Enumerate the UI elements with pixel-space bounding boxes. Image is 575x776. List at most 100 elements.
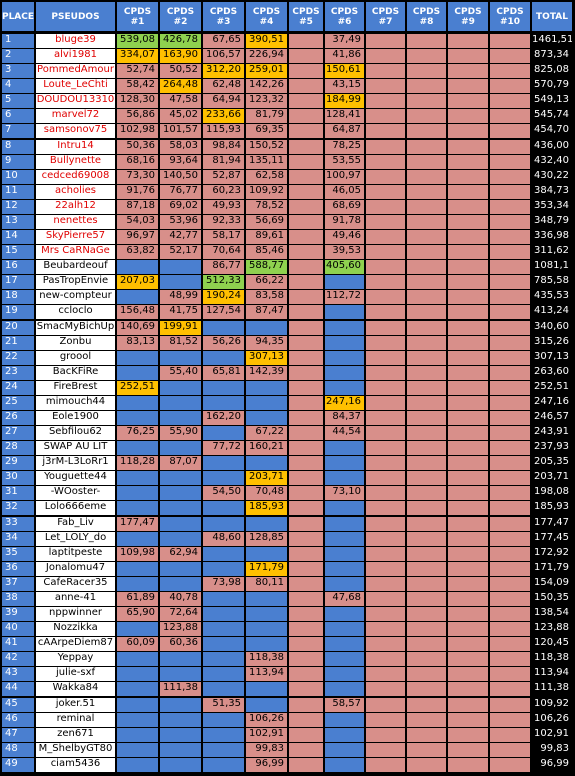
total-cell: 123,88 [534, 622, 569, 633]
score-cell: 52,17 [160, 245, 201, 259]
score-cell [289, 109, 323, 123]
score-cell [289, 215, 323, 229]
total-cell: 413,24 [534, 305, 569, 316]
place-cell: 34 [2, 532, 34, 546]
score-cell: 47,58 [160, 94, 201, 108]
score-cell: 128,85 [246, 532, 287, 546]
score-cell [246, 682, 287, 696]
score-cell: 160,21 [246, 441, 287, 455]
score-cell: 47,68 [325, 592, 364, 606]
score-cell: 87,18 [117, 200, 158, 214]
pseudo-cell: joker.51 [36, 698, 115, 712]
header-pseudos: PSEUDOS [36, 2, 115, 31]
pseudo-cell: cAArpeDiem87 [36, 637, 115, 651]
score-cell: 69,02 [160, 200, 201, 214]
place-cell: 29 [2, 456, 34, 470]
place-cell: 43 [2, 667, 34, 681]
total-cell: 336,98 [534, 230, 569, 241]
score-cell [366, 305, 405, 319]
score-cell [366, 245, 405, 259]
score-cell [289, 321, 323, 335]
score-cell: 84,37 [325, 411, 364, 425]
score-cell [366, 215, 405, 229]
score-cell [448, 215, 488, 229]
score-cell [407, 321, 446, 335]
score-cell [203, 501, 244, 515]
score-cell [289, 471, 323, 485]
score-cell: 512,33 [203, 275, 244, 289]
score-cell [366, 351, 405, 365]
score-cell: 40,78 [160, 592, 201, 606]
score-cell [160, 260, 201, 274]
pseudo-cell: Nozzikka [36, 622, 115, 636]
score-cell [117, 290, 158, 304]
score-cell [117, 562, 158, 576]
pseudo-cell: Beubardeouf [36, 260, 115, 274]
score-cell: 233,66 [203, 109, 244, 123]
score-cell [289, 547, 323, 561]
pseudo-cell: nenettes [36, 215, 115, 229]
score-cell [407, 260, 446, 274]
score-cell [160, 577, 201, 591]
score-cell [289, 185, 323, 199]
score-cell [325, 321, 364, 335]
score-cell [407, 94, 446, 108]
place-cell: 9 [2, 155, 34, 169]
score-cell [325, 441, 364, 455]
pseudo-cell: ciam5436 [36, 758, 115, 772]
score-cell [490, 155, 530, 169]
score-cell: 83,13 [117, 336, 158, 350]
score-cell [490, 622, 530, 636]
score-cell [325, 501, 364, 515]
score-cell [490, 652, 530, 666]
total-cell: 150,35 [534, 592, 569, 603]
score-cell [490, 396, 530, 410]
score-cell [160, 411, 201, 425]
score-cell [366, 592, 405, 606]
score-cell: 185,93 [246, 501, 287, 515]
score-cell [448, 185, 488, 199]
score-cell [160, 532, 201, 546]
score-cell: 109,92 [246, 185, 287, 199]
score-cell [289, 637, 323, 651]
pseudo-cell: PommedAmour [36, 64, 115, 78]
score-cell [448, 728, 488, 742]
score-cell [203, 562, 244, 576]
score-cell [407, 381, 446, 395]
score-cell: 46,05 [325, 185, 364, 199]
score-cell [203, 456, 244, 470]
score-cell: 43,15 [325, 79, 364, 93]
score-cell [246, 607, 287, 621]
place-cell: 25 [2, 396, 34, 410]
score-cell: 101,57 [160, 124, 201, 138]
score-cell [448, 336, 488, 350]
score-cell [407, 290, 446, 304]
score-cell [325, 366, 364, 380]
score-cell [117, 351, 158, 365]
pseudo-cell: mimouch44 [36, 396, 115, 410]
header-round-number: #9 [461, 16, 475, 27]
score-cell [289, 49, 323, 63]
score-cell [117, 682, 158, 696]
score-cell [289, 411, 323, 425]
pseudo-cell: laptitpeste [36, 547, 115, 561]
place-cell: 31 [2, 486, 34, 500]
total-cell: 177,45 [534, 532, 569, 543]
score-cell: 113,94 [246, 667, 287, 681]
place-cell: 15 [2, 245, 34, 259]
score-cell [289, 305, 323, 319]
total-cell: 172,92 [534, 547, 569, 558]
score-cell [289, 758, 323, 772]
place-cell: 33 [2, 517, 34, 531]
score-cell [407, 667, 446, 681]
score-cell [289, 381, 323, 395]
score-cell [289, 667, 323, 681]
score-cell [407, 275, 446, 289]
score-cell: 102,98 [117, 124, 158, 138]
score-cell: 588,77 [246, 260, 287, 274]
header-cpds-7: CPDS #7 [366, 2, 405, 31]
score-cell [289, 426, 323, 440]
score-cell [490, 743, 530, 757]
score-cell [448, 64, 488, 78]
score-cell [490, 667, 530, 681]
